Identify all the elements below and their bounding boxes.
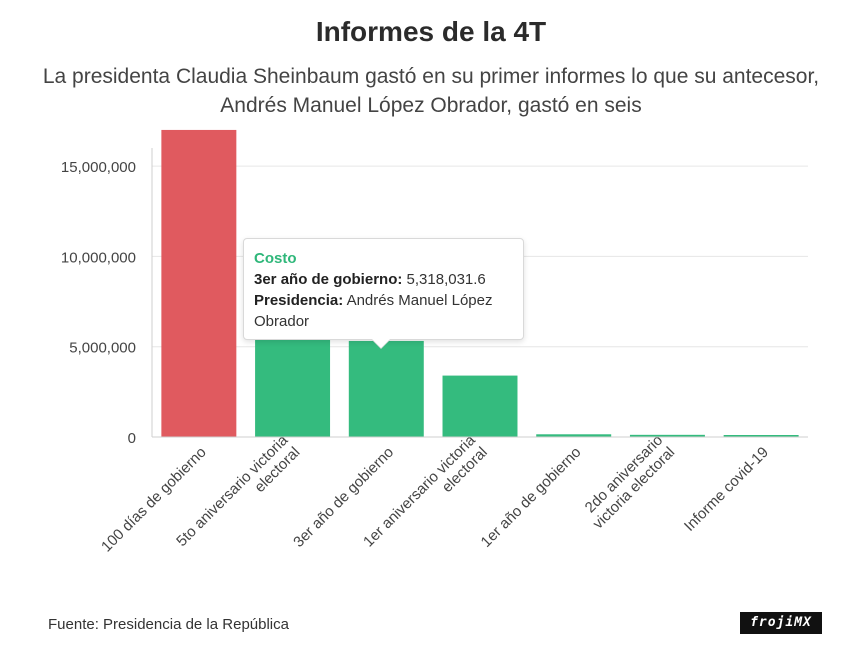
chart-title: Informes de la 4T [315,16,547,47]
y-tick-label: 15,000,000 [61,159,136,176]
x-tick-label: Informe covid-19 [681,444,772,535]
x-tick-label: 2do aniversariovictoria electoral [578,432,679,533]
source-note: Fuente: Presidencia de la República [48,616,289,633]
y-tick-label: 5,000,000 [69,340,136,357]
tooltip-category-row: 3er año de gobierno: 5,318,031.6 [254,269,513,290]
bar [536,434,612,437]
bar [348,340,424,437]
x-tick-label-line: Informe covid-19 [681,444,772,535]
x-tick-label: 1er año de gobierno [478,444,585,551]
bar [723,435,799,437]
chart-subtitle: La presidenta Claudia Sheinbaum gastó en… [42,65,820,117]
x-tick-label-line: 1er aniversario victoria [360,431,479,550]
tooltip-presidency-row: Presidencia: Andrés Manuel López Obrador [254,290,513,332]
bar [629,434,705,437]
bar [255,328,331,437]
tooltip-category-key: 3er año de gobierno: [254,271,403,288]
x-tick-label-line: 1er año de gobierno [478,444,585,551]
tooltip-presidency-key: Presidencia: [254,292,344,309]
y-tick-label: 0 [128,430,136,447]
bar [161,129,237,437]
tooltip-presidency-value: Andrés Manuel López Obrador [254,292,493,330]
tooltip-pointer [372,339,390,348]
bar-tooltip: Costo 3er año de gobierno: 5,318,031.6 P… [243,238,524,340]
bar [442,375,518,437]
tooltip-series-name: Costo [254,250,297,267]
y-tick-label: 10,000,000 [61,249,136,266]
brand-logo: frojiMX [740,612,822,634]
tooltip-category-value: 5,318,031.6 [406,271,486,288]
